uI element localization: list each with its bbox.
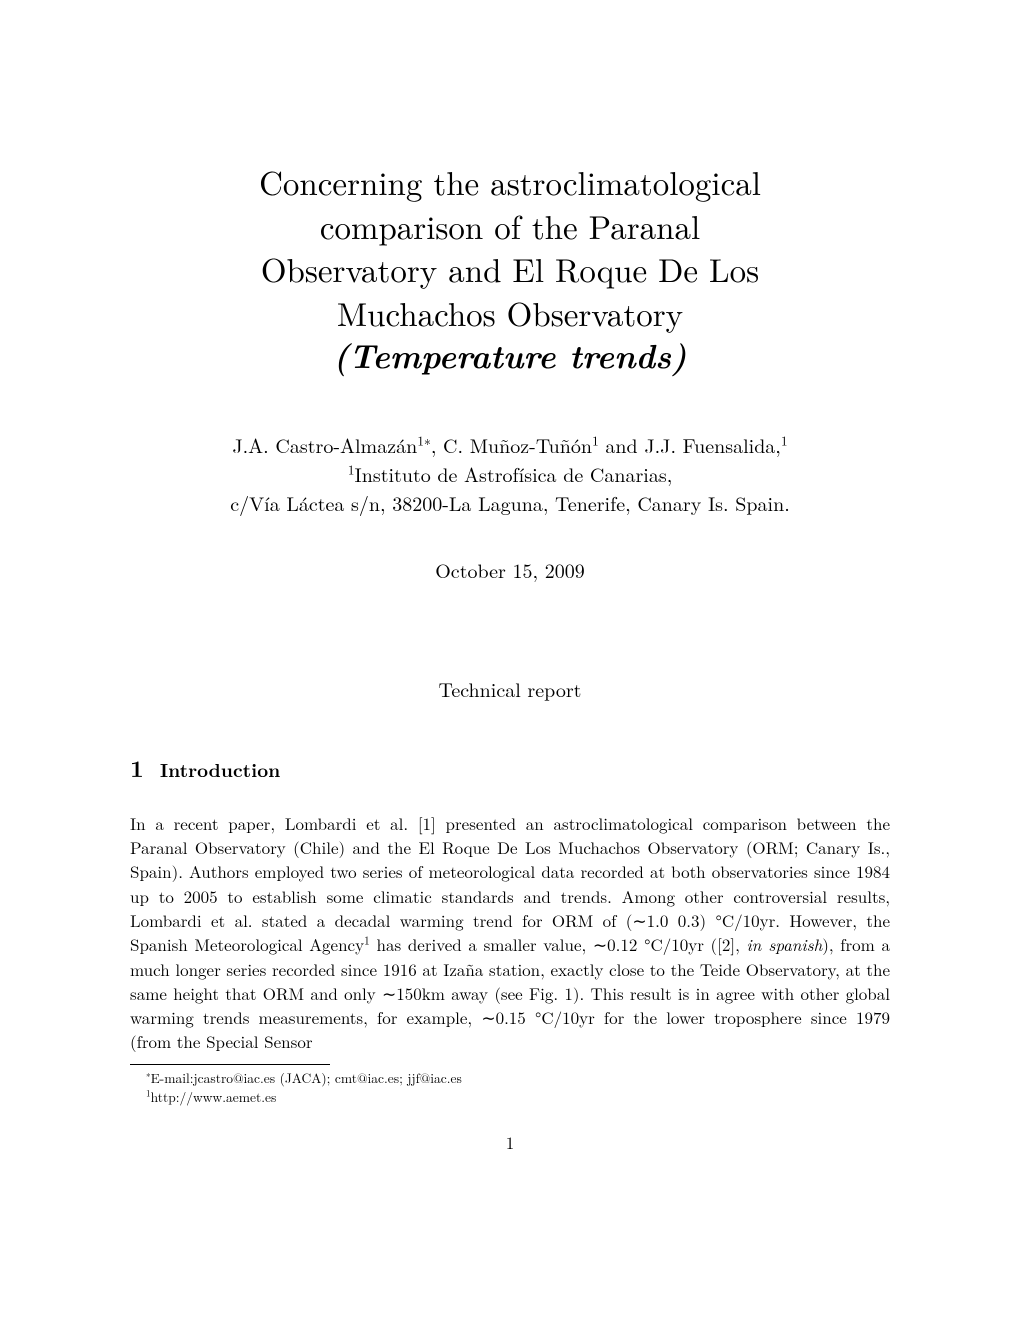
author-sep-2: and <box>599 430 645 459</box>
footnote-1: 1http://www.aemet.es <box>130 1088 890 1107</box>
title-line-5-italic: (Temperature trends) <box>130 334 890 378</box>
body-p1-unit2: °C/10yr ([2], <box>644 932 746 956</box>
author-3-sup: 1 <box>781 430 788 449</box>
author-1-name: J.A. Castro-Almazán <box>232 430 417 459</box>
paper-page: Concerning the astroclimatological compa… <box>0 0 1020 1214</box>
section-heading: 1 Introduction <box>130 751 890 785</box>
body-paragraph-1: In a recent paper, Lombardi et al. [1] p… <box>130 811 890 1054</box>
author-2-sup: 1 <box>592 430 599 449</box>
footnote-rule <box>130 1064 330 1065</box>
title-line-1: Concerning the astroclimatological <box>130 160 890 204</box>
body-p1-italic: in spanish <box>747 932 823 956</box>
page-number: 1 <box>130 1130 890 1154</box>
author-3-name: J.J. Fuensalida, <box>644 430 781 459</box>
author-2-name: C. Muñoz-Tuñón <box>443 430 592 459</box>
title-line-4: Muchachos Observatory <box>130 291 890 335</box>
body-p1-b: has derived a smaller value, ∼0.12 <box>370 932 644 956</box>
author-line: J.A. Castro-Almazán1∗, C. Muñoz-Tuñón1 a… <box>130 430 890 459</box>
section-name: Introduction <box>160 755 280 783</box>
title-line-3: Observatory and El Roque De Los <box>130 247 890 291</box>
affiliation-line: 1Instituto de Astrofísica de Canarias, <box>130 459 890 488</box>
authors-block: J.A. Castro-Almazán1∗, C. Muñoz-Tuñón1 a… <box>130 430 890 517</box>
author-1-sup: 1∗ <box>417 430 431 449</box>
author-sep-1: , <box>431 430 443 459</box>
affiliation-sup: 1 <box>348 459 355 478</box>
title-block: Concerning the astroclimatological compa… <box>130 160 890 378</box>
subtitle: Technical report <box>130 674 890 703</box>
affiliation-text: Instituto de Astrofísica de Canarias, <box>355 459 673 488</box>
footnote-1-text: http://www.aemet.es <box>151 1087 277 1106</box>
date: October 15, 2009 <box>130 555 890 584</box>
section-number: 1 <box>130 751 144 785</box>
footnote-star-text: E-mail:jcastro@iac.es (JACA); cmt@iac.es… <box>151 1068 462 1087</box>
footnote-star: ∗E-mail:jcastro@iac.es (JACA); cmt@iac.e… <box>130 1069 890 1088</box>
title-line-2: comparison of the Paranal <box>130 204 890 248</box>
address-line: c/Vía Láctea s/n, 38200-La Laguna, Tener… <box>130 488 890 517</box>
